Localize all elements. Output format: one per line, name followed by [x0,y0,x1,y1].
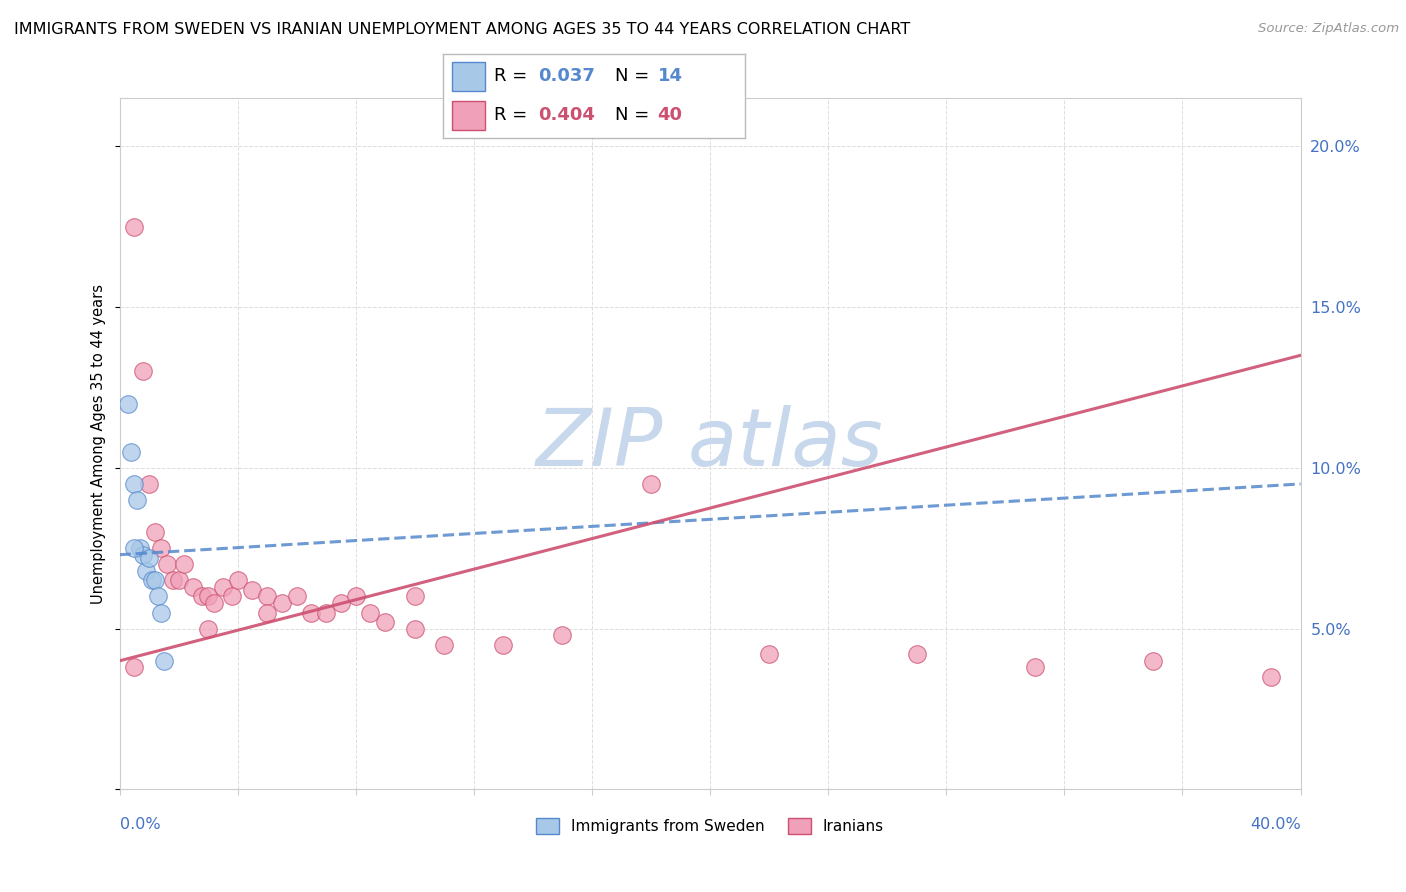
Point [149,541,172,556]
Point [143,525,166,540]
Point [117,396,139,410]
Point [242,583,264,598]
Point [374,615,396,630]
Point [270,596,294,610]
Point [120,445,142,459]
Point [433,638,456,652]
Text: N =: N = [616,67,655,85]
Point [211,580,233,594]
Point [156,558,179,572]
Point [221,590,243,604]
Point [138,477,160,491]
Point [226,574,249,588]
Text: Source: ZipAtlas.com: Source: ZipAtlas.com [1258,22,1399,36]
Text: 0.037: 0.037 [538,67,595,85]
Y-axis label: Unemployment Among Ages 35 to 44 years: Unemployment Among Ages 35 to 44 years [91,284,107,604]
Text: N =: N = [616,105,655,123]
Point [1260,670,1282,684]
Text: 40.0%: 40.0% [1250,817,1301,832]
Text: 0.404: 0.404 [538,105,595,123]
Point [197,590,219,604]
Point [640,477,662,491]
Point [256,606,278,620]
Point [360,606,382,620]
Point [301,606,323,620]
Point [202,596,225,610]
Point [285,590,308,604]
Point [1024,660,1046,674]
Legend: Immigrants from Sweden, Iranians: Immigrants from Sweden, Iranians [530,813,890,840]
Point [551,628,574,642]
Point [132,364,155,378]
Point [758,648,780,662]
Bar [451,62,485,91]
Text: R =: R = [495,105,533,123]
Point [124,660,146,674]
Point [153,654,174,668]
Bar [451,101,485,130]
Point [191,590,214,604]
Point [167,574,190,588]
Point [492,638,515,652]
Point [404,590,426,604]
Point [149,606,172,620]
Text: ZIP atlas: ZIP atlas [536,405,884,483]
Point [135,564,157,578]
Point [315,606,337,620]
Point [124,219,146,234]
Text: 40: 40 [658,105,682,123]
Point [344,590,367,604]
Text: 0.0%: 0.0% [120,817,160,832]
Point [141,574,163,588]
Text: 14: 14 [658,67,682,85]
Point [138,550,160,565]
Point [129,541,152,556]
Point [905,648,928,662]
Point [197,622,219,636]
Point [146,590,169,604]
Point [1142,654,1164,668]
Point [183,580,205,594]
Point [162,574,184,588]
Point [127,493,149,508]
Point [256,590,278,604]
Point [132,548,155,562]
Point [124,541,146,556]
Point [404,622,426,636]
Point [173,558,195,572]
Point [329,596,352,610]
Point [124,477,146,491]
Text: IMMIGRANTS FROM SWEDEN VS IRANIAN UNEMPLOYMENT AMONG AGES 35 TO 44 YEARS CORRELA: IMMIGRANTS FROM SWEDEN VS IRANIAN UNEMPL… [14,22,910,37]
Point [143,574,166,588]
Text: R =: R = [495,67,533,85]
